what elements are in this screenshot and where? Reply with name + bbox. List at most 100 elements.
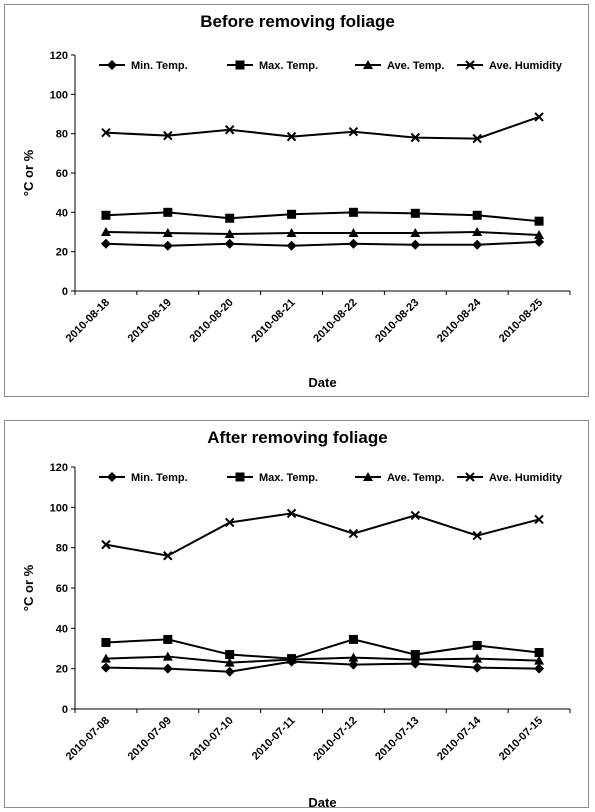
series-min-temp-point xyxy=(534,236,545,247)
series-min-temp-point xyxy=(224,666,235,677)
series-max-temp-point xyxy=(163,634,173,644)
x-tick-label: 2010-07-15 xyxy=(497,715,545,763)
chart-before-svg: Before removing foliage 0 20 40 60 80 100 120 20… xyxy=(21,12,571,390)
series-min-temp-point xyxy=(348,659,359,670)
series-ave-temp-point xyxy=(534,229,545,239)
series-ave-humidity-point xyxy=(348,126,359,137)
series-ave-temp-point xyxy=(100,653,111,663)
x-tick-label: 2010-07-09 xyxy=(126,715,174,763)
series-ave-temp-point xyxy=(286,654,297,664)
series-ave-temp-point xyxy=(162,227,173,237)
series-ave-humidity-point xyxy=(101,539,111,550)
series-ave-humidity xyxy=(101,112,544,144)
y-tick-label: 0 xyxy=(62,286,68,298)
series-ave-humidity-line xyxy=(105,116,540,140)
series-max-temp-point xyxy=(534,216,544,226)
x-tick-label: 2010-07-08 xyxy=(64,715,112,763)
chart-title: After removing foliage xyxy=(207,428,387,447)
series-min-temp-point xyxy=(224,238,235,249)
series-ave-temp-point xyxy=(534,655,545,665)
y-tick-label: 40 xyxy=(56,207,68,219)
y-tick-label: 80 xyxy=(56,129,68,141)
x-tick-label: 2010-08-20 xyxy=(188,297,236,345)
series-max-temp-point xyxy=(101,210,111,220)
y-tick-label: 100 xyxy=(50,502,68,514)
legend-label: Min. Temp. xyxy=(131,472,188,484)
series-max-temp-point xyxy=(348,634,358,644)
series-ave-humidity-point xyxy=(101,127,111,138)
x-tick-label: 2010-08-22 xyxy=(311,297,359,345)
series-ave-temp-line xyxy=(105,230,540,236)
series-ave-temp xyxy=(100,651,545,667)
legend-marker xyxy=(107,472,117,482)
series-ave-temp-point xyxy=(286,227,297,237)
series-ave-humidity-point xyxy=(224,517,235,528)
series-ave-humidity-point xyxy=(224,125,235,135)
legend-label: Ave. Temp. xyxy=(387,472,444,484)
x-tick-label: 2010-08-24 xyxy=(435,296,484,345)
series-ave-humidity-line xyxy=(105,512,540,557)
series-ave-humidity-point xyxy=(348,528,359,539)
legend-label: Max. Temp. xyxy=(259,472,318,484)
series-min-temp-point xyxy=(162,663,173,674)
legend-marker xyxy=(235,472,245,482)
series-max-temp-point xyxy=(101,637,111,647)
y-tick-label: 120 xyxy=(50,462,68,474)
series-max-temp-point xyxy=(472,210,482,220)
legend-label: Ave. Temp. xyxy=(387,60,444,72)
series-max-temp-point xyxy=(287,209,297,219)
x-tick-label: 2010-08-21 xyxy=(249,297,297,345)
series-min-temp-point xyxy=(348,238,359,249)
x-tick-label: 2010-08-19 xyxy=(126,297,174,345)
y-tick-label: 120 xyxy=(50,50,68,62)
legend-label: Ave. Humidity xyxy=(489,60,563,72)
series-max-temp xyxy=(101,207,544,226)
x-tick-label: 2010-07-12 xyxy=(311,715,359,763)
series-min-temp-point xyxy=(410,239,421,250)
legend-label: Max. Temp. xyxy=(259,60,318,72)
series-min-temp-point xyxy=(472,239,483,250)
x-axis-label: Date xyxy=(308,375,336,390)
chart-after-svg: After removing foliage 0 20 40 60 80 100 120 201… xyxy=(21,428,571,809)
series-min-temp-point xyxy=(286,240,297,251)
series-ave-humidity-point xyxy=(163,551,173,561)
series-ave-humidity-point xyxy=(472,133,482,144)
y-tick-label: 20 xyxy=(56,247,68,259)
x-tick-label: 2010-08-25 xyxy=(497,297,545,345)
series-ave-humidity-point xyxy=(286,131,297,142)
series-ave-temp-point xyxy=(348,227,359,237)
series-min-temp-point xyxy=(100,662,111,673)
series-ave-temp xyxy=(100,227,545,239)
series-max-temp-point xyxy=(472,640,482,650)
legend-marker xyxy=(107,60,117,70)
series-max-temp-point xyxy=(410,208,420,218)
x-tick-label: 2010-07-13 xyxy=(373,715,421,763)
series-ave-temp-point xyxy=(472,653,483,663)
chart-title: Before removing foliage xyxy=(200,12,395,31)
chart-panel-before: Before removing foliage 0 20 40 60 80 100 120 20… xyxy=(4,4,589,397)
y-tick-label: 20 xyxy=(56,664,68,676)
series-ave-temp-point xyxy=(410,227,421,237)
legend-marker xyxy=(235,60,245,70)
series-min-temp-line xyxy=(105,240,540,247)
series-min-temp xyxy=(100,236,545,251)
y-axis-label: °C or % xyxy=(21,564,36,611)
x-tick-label: 2010-07-14 xyxy=(435,714,484,763)
series-ave-temp-point xyxy=(410,654,421,664)
series-ave-temp-point xyxy=(224,228,235,238)
series-ave-temp-point xyxy=(472,227,483,236)
series-max-temp-point xyxy=(163,207,173,217)
x-tick-label: 2010-08-18 xyxy=(64,297,112,345)
chart-panel-after: After removing foliage 0 20 40 60 80 100 120 201… xyxy=(4,420,589,809)
legend-marker xyxy=(465,60,475,70)
series-max-temp-point xyxy=(410,650,420,660)
y-tick-label: 40 xyxy=(56,623,68,635)
series-ave-temp-point xyxy=(224,657,235,667)
series-ave-humidity-point xyxy=(286,508,297,519)
x-tick-label: 2010-07-11 xyxy=(250,715,298,763)
series-min-temp-point xyxy=(162,240,173,251)
y-tick-label: 60 xyxy=(56,168,68,180)
y-tick-label: 60 xyxy=(56,583,68,595)
y-tick-label: 100 xyxy=(50,89,68,101)
series-max-temp-line xyxy=(105,638,540,660)
